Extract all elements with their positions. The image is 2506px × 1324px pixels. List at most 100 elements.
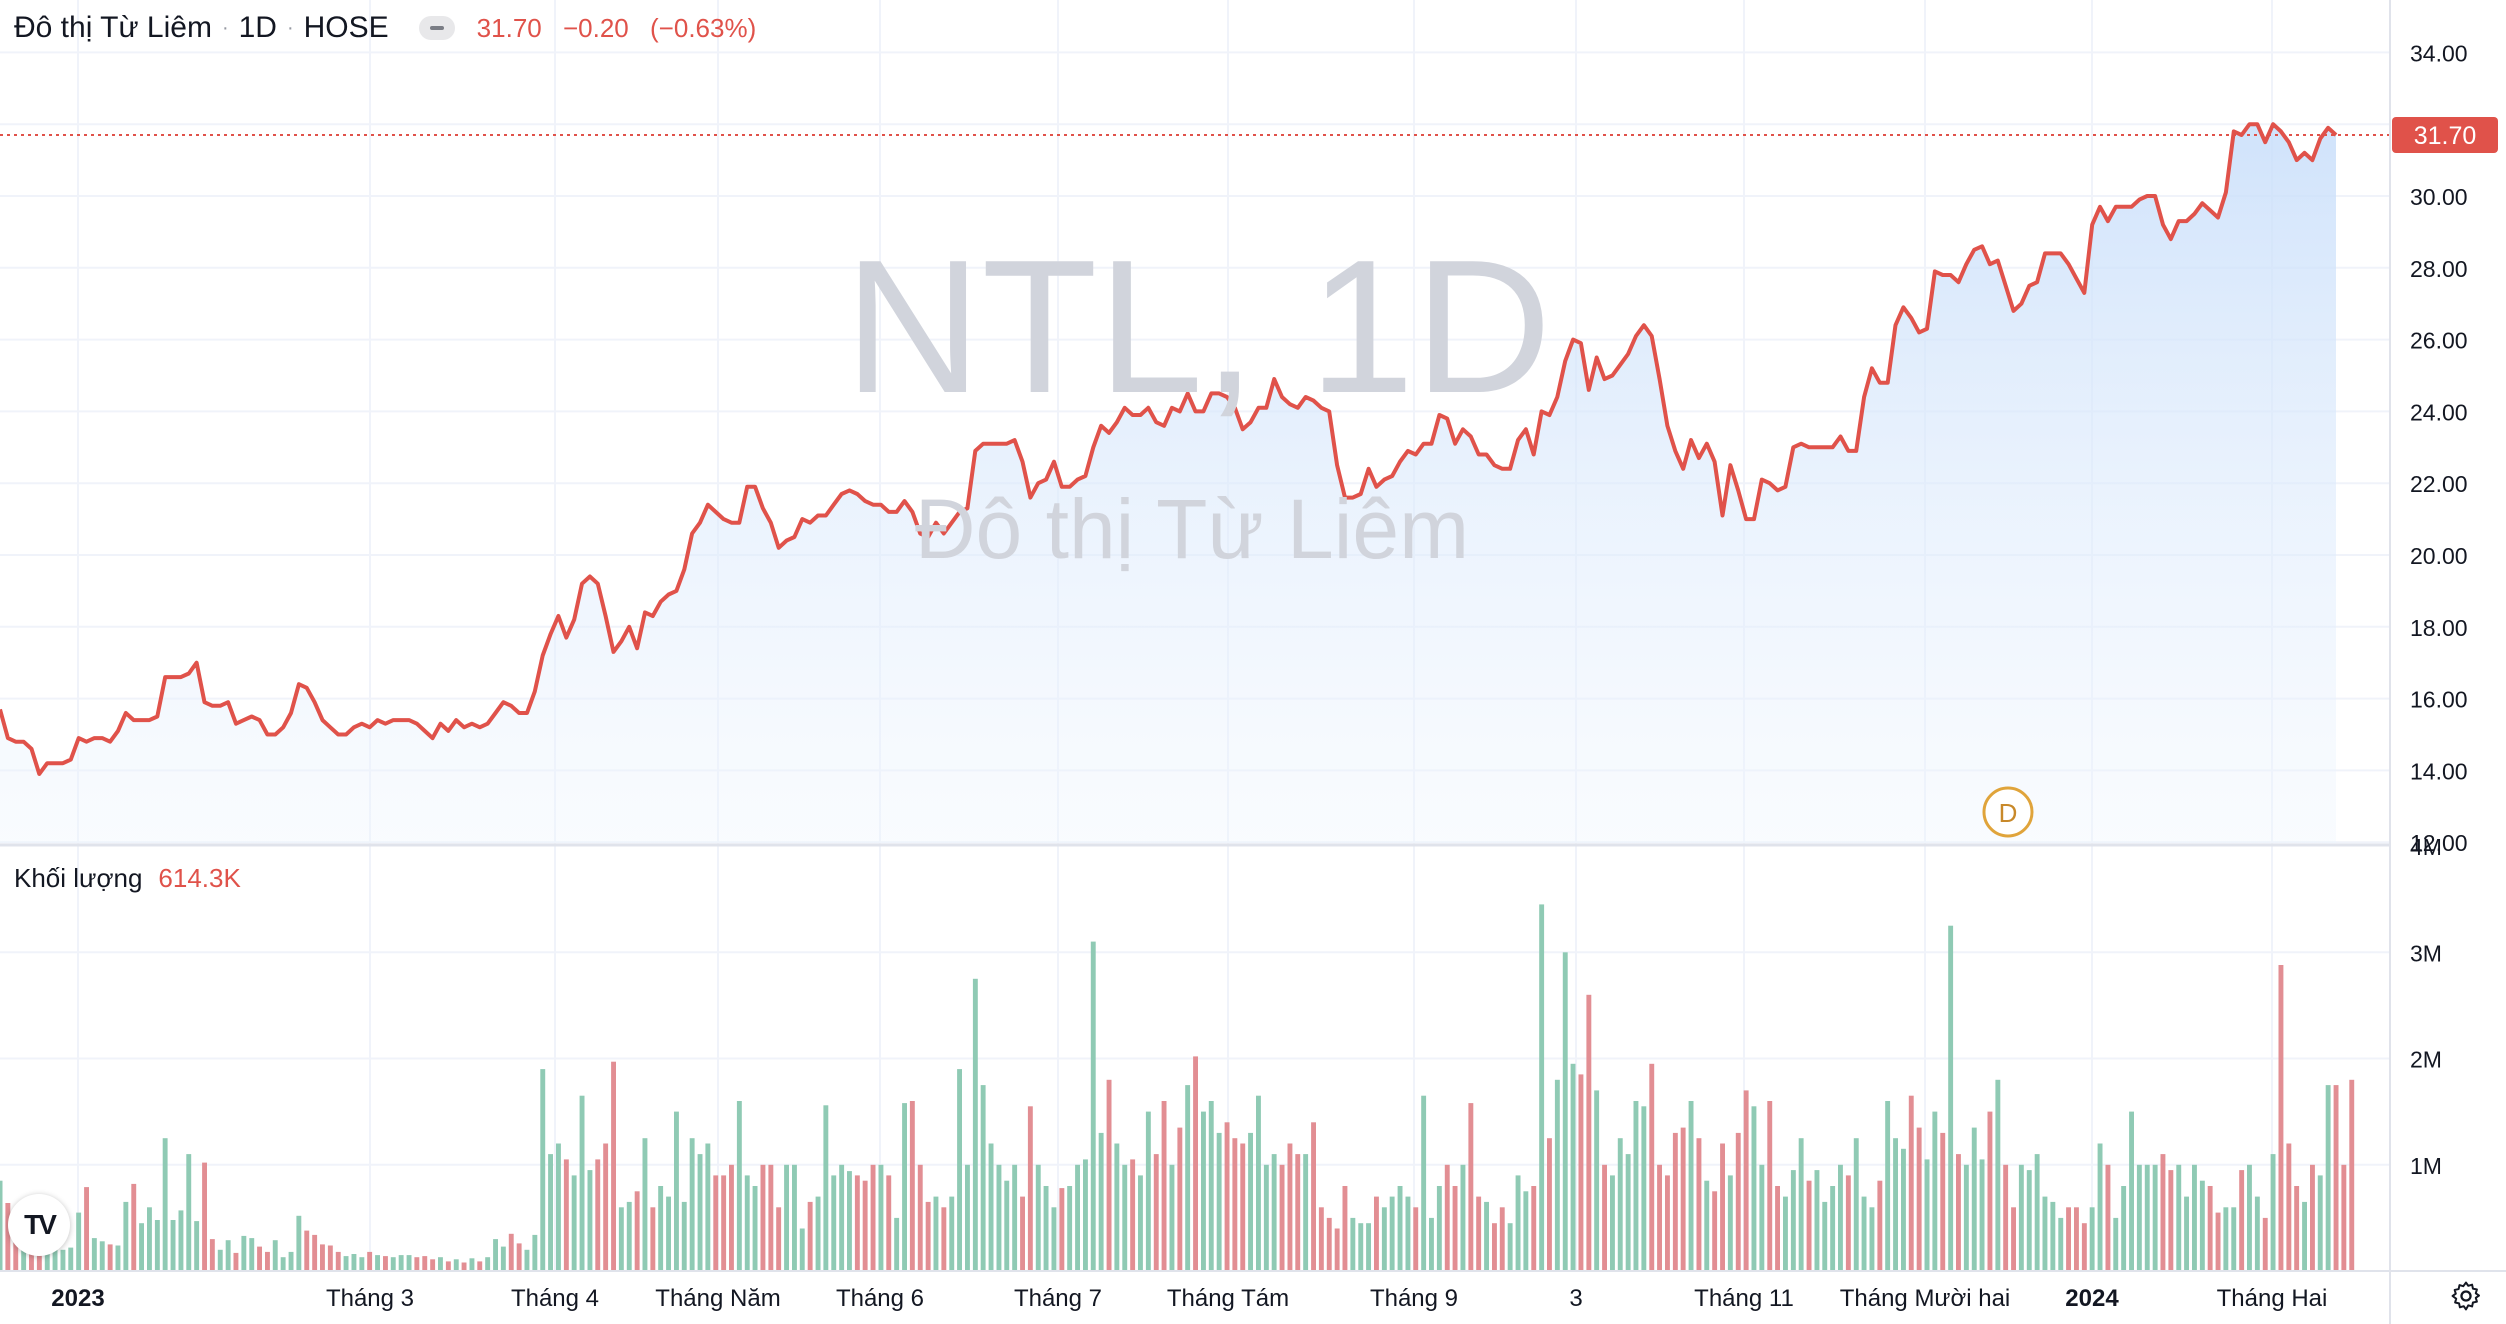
- volume-axis-tick-label: 1M: [2410, 1153, 2442, 1179]
- volume-bar: [44, 1248, 50, 1271]
- chart-settings-button[interactable]: [2446, 1276, 2486, 1316]
- volume-bar: [241, 1235, 247, 1271]
- volume-bar: [2262, 1217, 2268, 1271]
- volume-bar: [626, 1201, 632, 1271]
- volume-bar: [1995, 1079, 2001, 1272]
- volume-bar: [422, 1256, 428, 1271]
- volume-bar: [1578, 1074, 1584, 1271]
- volume-bar: [2184, 1196, 2189, 1271]
- volume-bar: [941, 1207, 947, 1272]
- last-price-badge-bg: [2392, 117, 2498, 153]
- time-axis[interactable]: 2023 Tháng 3 Tháng 4 Tháng Năm Tháng 6 Tháng …: [51, 1285, 2327, 1312]
- volume-bar: [1114, 1143, 1120, 1271]
- volume-bar: [752, 1186, 758, 1271]
- volume-bar: [383, 1256, 388, 1271]
- price-axis-tick-label: 26.00: [2410, 328, 2468, 354]
- volume-bar: [1130, 1159, 1136, 1271]
- volume-bar: [1704, 1180, 1710, 1271]
- volume-bar: [60, 1249, 66, 1272]
- symbol-legend[interactable]: Đô thị Từ Liêm · 1D · HOSE 31.70 −0.20 (…: [14, 8, 770, 48]
- volume-bar: [1830, 1186, 1836, 1271]
- volume-bar: [1342, 1186, 1348, 1271]
- volume-bar: [1153, 1154, 1159, 1271]
- volume-bar: [2050, 1201, 2056, 1271]
- volume-bar: [736, 1101, 742, 1271]
- price-axis-tick-label: 16.00: [2410, 687, 2468, 713]
- volume-bar: [1059, 1188, 1065, 1271]
- volume-bar: [1523, 1191, 1529, 1271]
- volume-bar: [1759, 1164, 1765, 1272]
- time-axis-tick-label: Tháng Hai: [2217, 1285, 2328, 1312]
- volume-bar: [1893, 1138, 1898, 1271]
- volume-bar: [815, 1196, 821, 1271]
- volume-bar: [1845, 1175, 1851, 1271]
- volume-bar: [2247, 1164, 2252, 1272]
- volume-bar: [500, 1246, 506, 1271]
- volume-bar: [288, 1251, 294, 1271]
- volume-bar: [2325, 1085, 2331, 1271]
- volume-bar: [1201, 1111, 1206, 1271]
- volume-bar: [792, 1164, 797, 1272]
- volume-bar: [1641, 1106, 1647, 1271]
- volume-bar: [2223, 1207, 2229, 1272]
- volume-bar: [878, 1164, 884, 1272]
- volume-bar: [304, 1230, 310, 1271]
- volume-bar: [1240, 1143, 1246, 1271]
- volume-bar: [870, 1164, 876, 1272]
- volume-bar: [839, 1164, 845, 1272]
- volume-bar: [154, 1220, 160, 1271]
- volume-bar: [1012, 1164, 1018, 1272]
- collapse-legend-button[interactable]: [418, 16, 455, 40]
- volume-bar: [2011, 1207, 2016, 1272]
- volume-bar: [729, 1164, 734, 1272]
- volume-bar: [1822, 1201, 1828, 1271]
- volume-bar: [107, 1244, 113, 1271]
- volume-legend[interactable]: Khối lượng 614.3K: [14, 860, 241, 896]
- volume-bar: [2341, 1164, 2347, 1272]
- volume-bar: [1334, 1228, 1340, 1271]
- volume-bar: [1358, 1223, 1364, 1271]
- volume-bar: [603, 1143, 609, 1271]
- volume-bar: [1287, 1143, 1293, 1271]
- dividend-marker[interactable]: D: [1982, 786, 2034, 838]
- volume-bar: [430, 1259, 436, 1271]
- volume-bar: [280, 1257, 286, 1271]
- volume-bar: [99, 1241, 105, 1272]
- volume-bar: [453, 1259, 459, 1271]
- symbol-interval[interactable]: 1D: [238, 11, 277, 44]
- volume-bar: [445, 1261, 451, 1271]
- volume-bar: [768, 1164, 774, 1272]
- time-axis-tick-label: 2024: [2065, 1285, 2119, 1312]
- volume-axis-tick-label: 2M: [2410, 1047, 2442, 1073]
- symbol-name: Đô thị Từ Liêm: [14, 11, 212, 44]
- last-price-badge-text: 31.70: [2414, 122, 2477, 150]
- volume-bar: [894, 1217, 900, 1271]
- volume-bar: [147, 1207, 152, 1272]
- volume-bar: [666, 1196, 671, 1271]
- volume-bar: [1381, 1207, 1387, 1272]
- volume-bar: [1594, 1090, 1600, 1271]
- volume-bar: [2231, 1207, 2237, 1272]
- price-axis-tick-label: 30.00: [2410, 184, 2468, 210]
- volume-bar: [1838, 1164, 1843, 1272]
- volume-bar: [1413, 1207, 1419, 1272]
- volume-bar: [1460, 1164, 1466, 1272]
- volume-bar: [1279, 1164, 1285, 1272]
- volume-bar: [1090, 941, 1096, 1271]
- volume-bar: [2254, 1196, 2260, 1271]
- volume-axis[interactable]: 4M 3M 2M 1M: [2410, 834, 2442, 1179]
- volume-bar: [713, 1175, 719, 1271]
- volume-bar: [2058, 1217, 2064, 1271]
- price-axis[interactable]: 34.0032.0030.0028.0026.0024.0022.0020.00…: [2410, 40, 2468, 856]
- volume-bar: [862, 1180, 868, 1271]
- volume-bar: [406, 1255, 412, 1271]
- volume-bar: [375, 1255, 380, 1271]
- volume-bar: [1138, 1175, 1143, 1271]
- volume-bar: [831, 1175, 837, 1271]
- volume-bar: [225, 1240, 231, 1271]
- volume-bar: [508, 1233, 514, 1271]
- volume-bar: [1806, 1180, 1812, 1271]
- volume-bar: [1531, 1186, 1537, 1271]
- tradingview-logo[interactable]: TV: [8, 1194, 70, 1256]
